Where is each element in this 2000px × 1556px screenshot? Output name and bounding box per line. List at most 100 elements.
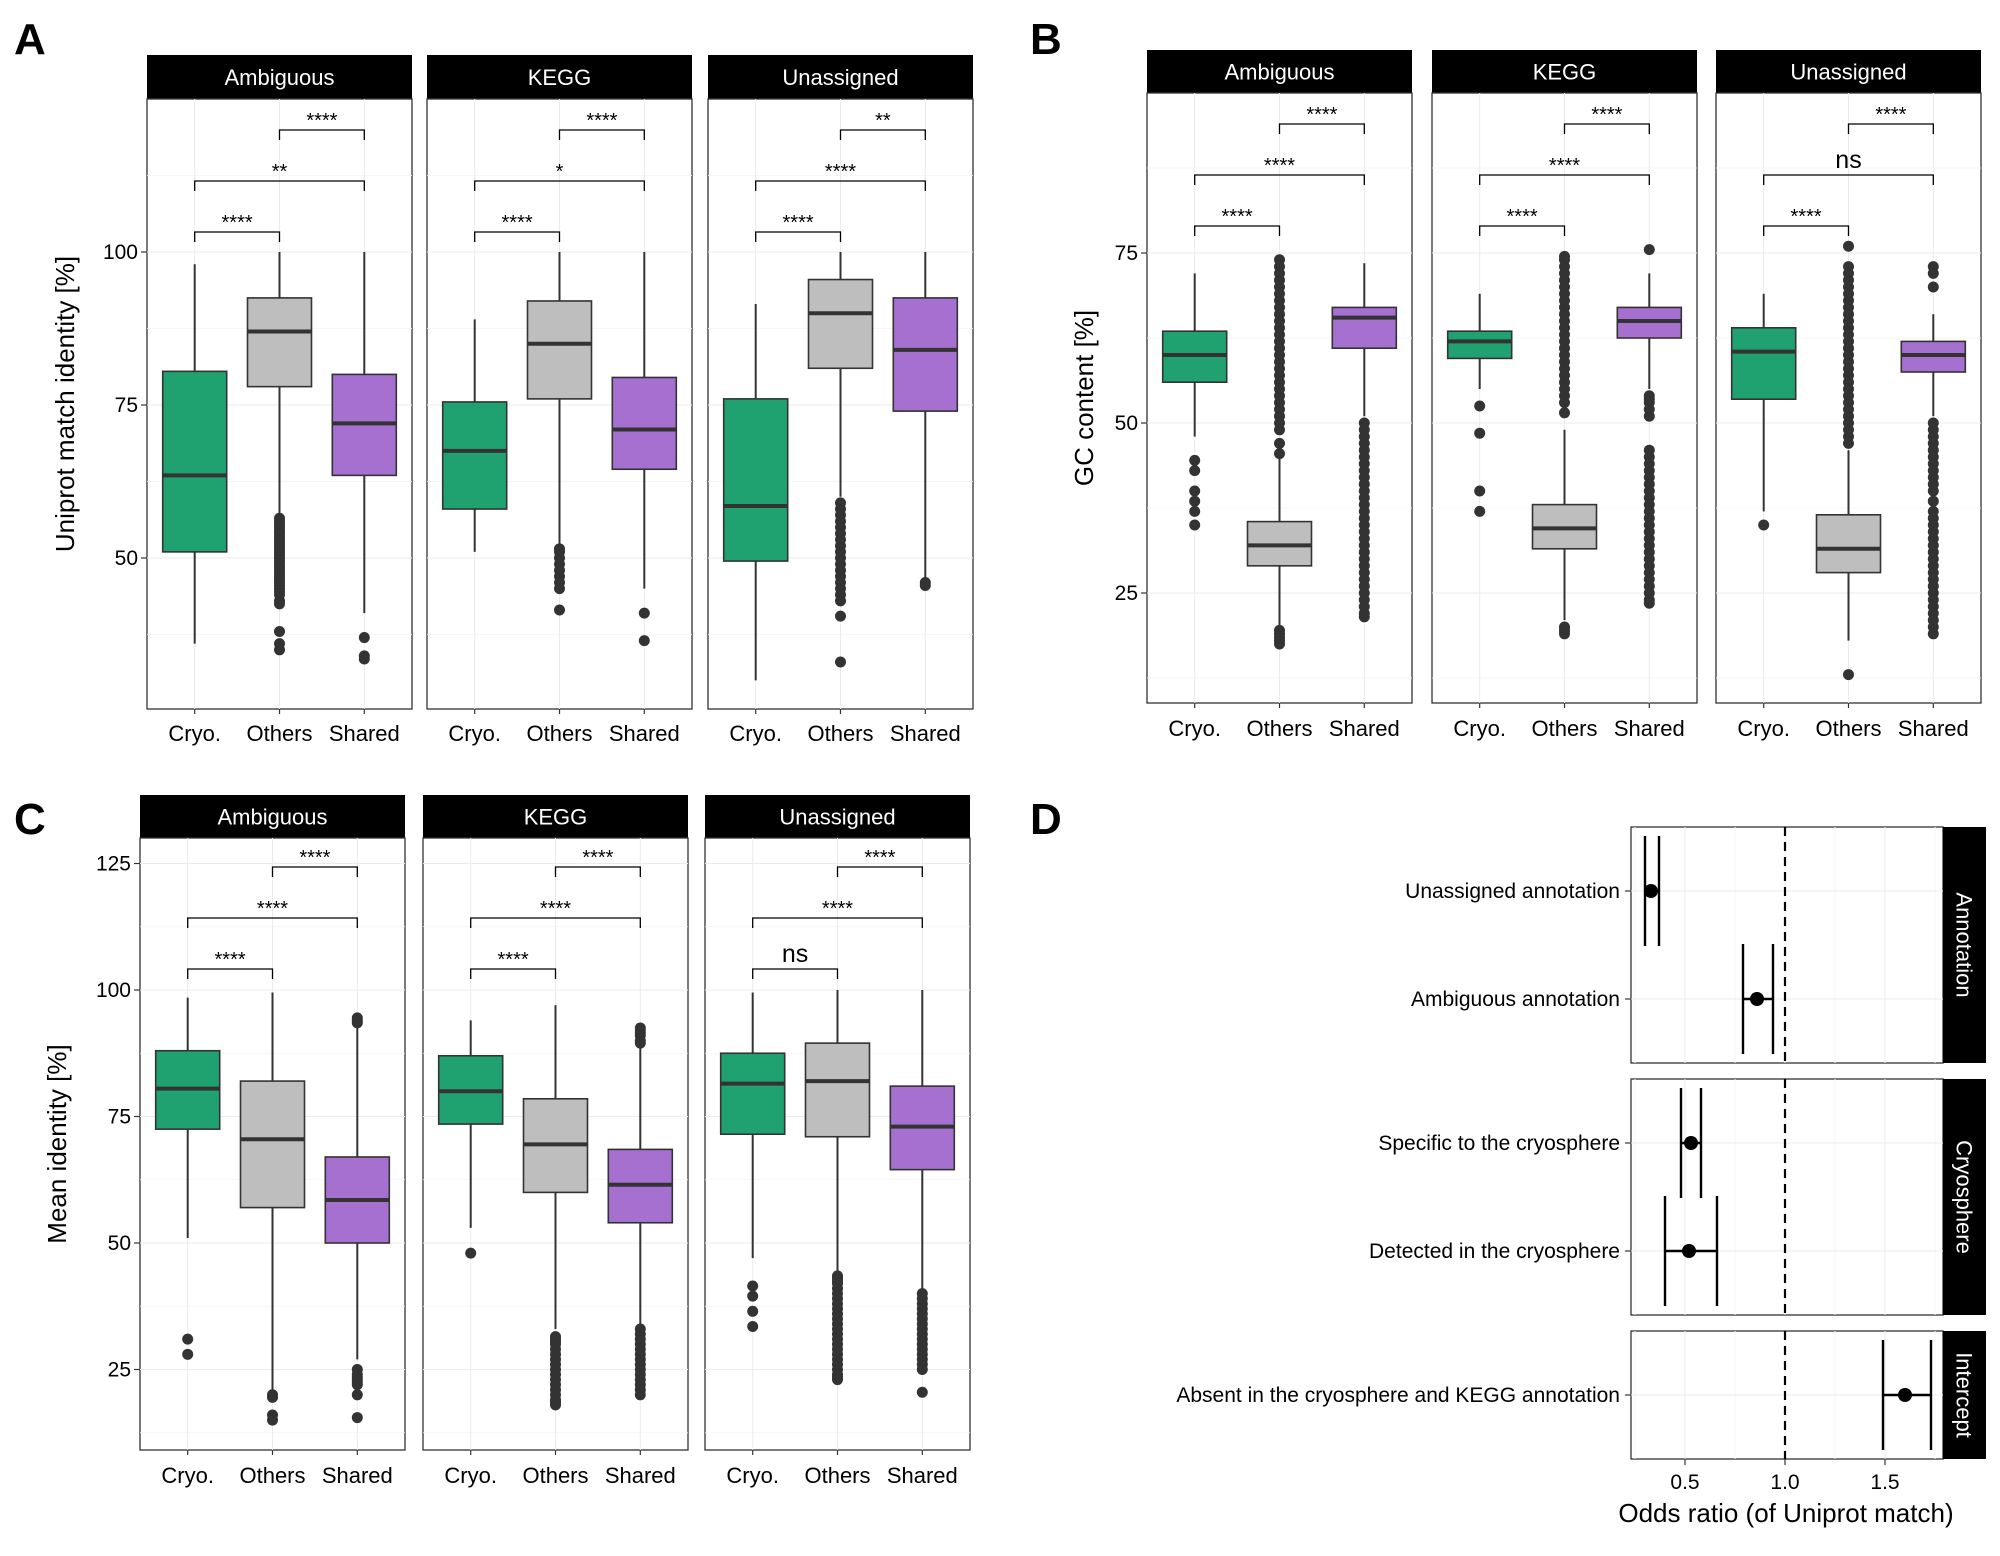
outlier-point	[1474, 427, 1486, 439]
box-others	[522, 1005, 589, 1411]
significance-bracket: *	[474, 161, 645, 191]
outlier-point	[1643, 410, 1655, 422]
outlier-point	[747, 1305, 759, 1317]
outlier-point	[832, 1374, 843, 1386]
significance-label: ****	[1875, 104, 1906, 126]
significance-label: ****	[257, 898, 288, 920]
forest-term: Unassigned annotation	[1405, 836, 1661, 946]
box-iqr	[1815, 513, 1882, 574]
significance-label: ****	[502, 212, 533, 234]
outlier-point	[351, 1389, 363, 1401]
outlier-point	[1927, 267, 1939, 279]
box-iqr	[1331, 306, 1398, 349]
x-tick-label: Shared	[609, 721, 680, 746]
panel-b: GC content [%] 25 50 75 Ambiguous Cryo. Others…	[1069, 50, 1982, 741]
outlier-point	[1474, 505, 1486, 517]
term-label: Specific to the cryosphere	[1378, 1132, 1620, 1155]
facet-strip	[147, 55, 412, 99]
outlier-point	[1189, 505, 1201, 517]
box-cryo	[161, 264, 228, 644]
x-tick-label: Cryo.	[444, 1463, 497, 1488]
outlier-point	[1843, 240, 1854, 252]
box-others	[239, 992, 306, 1426]
significance-label: ****	[822, 898, 853, 920]
significance-bracket: **	[194, 161, 365, 191]
outlier-point	[1843, 669, 1854, 681]
x-tick-label: 1.0	[1770, 1471, 1799, 1494]
y-tick-label: 75	[108, 1106, 131, 1129]
significance-bracket: ****	[470, 949, 557, 979]
outlier-point	[274, 625, 285, 637]
facet-plot-area	[1630, 1078, 1944, 1316]
significance-bracket: ****	[1847, 104, 1934, 134]
outlier-point	[747, 1320, 759, 1332]
outlier-point	[916, 1364, 928, 1375]
outlier-point	[747, 1280, 759, 1292]
outlier-point	[465, 1247, 477, 1259]
forest-facet-cryosphere: Cryosphere Specific to the cryosphere Dete…	[1369, 1078, 1986, 1316]
x-tick-label: Others	[1531, 716, 1597, 741]
box-cryo	[1730, 293, 1797, 531]
facet-strip-label: Unassigned	[782, 65, 898, 90]
box-others	[246, 252, 313, 656]
significance-bracket: ****	[187, 898, 358, 928]
box-others	[526, 252, 593, 616]
significance-bracket: ****	[752, 898, 923, 928]
facet-strip	[1943, 1079, 1986, 1315]
x-tick-label: Shared	[605, 1463, 676, 1488]
significance-bracket: ns	[752, 940, 839, 979]
significance-label: ****	[1222, 206, 1253, 228]
x-tick-label: Cryo.	[168, 721, 221, 746]
box-iqr	[719, 1052, 786, 1136]
panel-label-b: B	[1030, 15, 1062, 64]
estimate-point	[1644, 884, 1658, 898]
box-shared	[607, 1022, 674, 1401]
box-shared	[1616, 244, 1683, 609]
significance-label: *	[556, 161, 564, 183]
outlier-point	[1474, 485, 1486, 497]
x-tick-label: 0.5	[1670, 1471, 1699, 1494]
box-cryo	[719, 992, 786, 1332]
y-tick-label: 125	[96, 853, 131, 876]
outlier-point	[1189, 485, 1201, 497]
significance-bracket: ****	[755, 161, 926, 191]
significance-label: ****	[582, 847, 613, 869]
estimate-point	[1898, 1388, 1912, 1402]
panel-d: Annotation Unassigned annotation Ambiguous…	[1176, 826, 1986, 1528]
outlier-point	[554, 583, 565, 595]
x-tick-label: Others	[526, 721, 592, 746]
outlier-point	[1927, 628, 1939, 640]
outlier-point	[1843, 437, 1854, 449]
outlier-point	[358, 632, 370, 644]
x-tick-label: Others	[522, 1463, 588, 1488]
outlier-point	[274, 598, 285, 610]
box-shared	[611, 252, 678, 647]
significance-bracket: ****	[194, 212, 281, 242]
outlier-point	[351, 1379, 363, 1391]
bracket-line	[271, 866, 358, 877]
outlier-point	[916, 1386, 928, 1398]
significance-label: ****	[825, 161, 856, 183]
facet-strip	[1943, 827, 1986, 1063]
outlier-point	[351, 1412, 363, 1424]
facet-strip	[1147, 50, 1412, 93]
facet-strip	[705, 795, 970, 838]
significance-bracket: ****	[1278, 104, 1365, 134]
facet-ambiguous: Ambiguous Cryo. Others Shared **** **** ****	[1146, 50, 1413, 741]
x-tick-label: Cryo.	[1168, 716, 1221, 741]
box-iqr	[1446, 330, 1513, 360]
facet-strip	[427, 55, 692, 99]
significance-label: ****	[1264, 155, 1295, 177]
y-axis-title: Uniprot match identity [%]	[50, 256, 80, 552]
significance-bracket: ****	[470, 898, 641, 928]
x-tick-label: Cryo.	[726, 1463, 779, 1488]
panel-a: Uniprot match identity [%] 50 75 100 Ambiguo…	[50, 55, 974, 746]
x-tick-label: Others	[1815, 716, 1881, 741]
significance-label: **	[875, 110, 891, 132]
outlier-point	[634, 1389, 646, 1401]
forest-term: Detected in the cryosphere	[1369, 1196, 1719, 1306]
box-cryo	[154, 997, 221, 1360]
